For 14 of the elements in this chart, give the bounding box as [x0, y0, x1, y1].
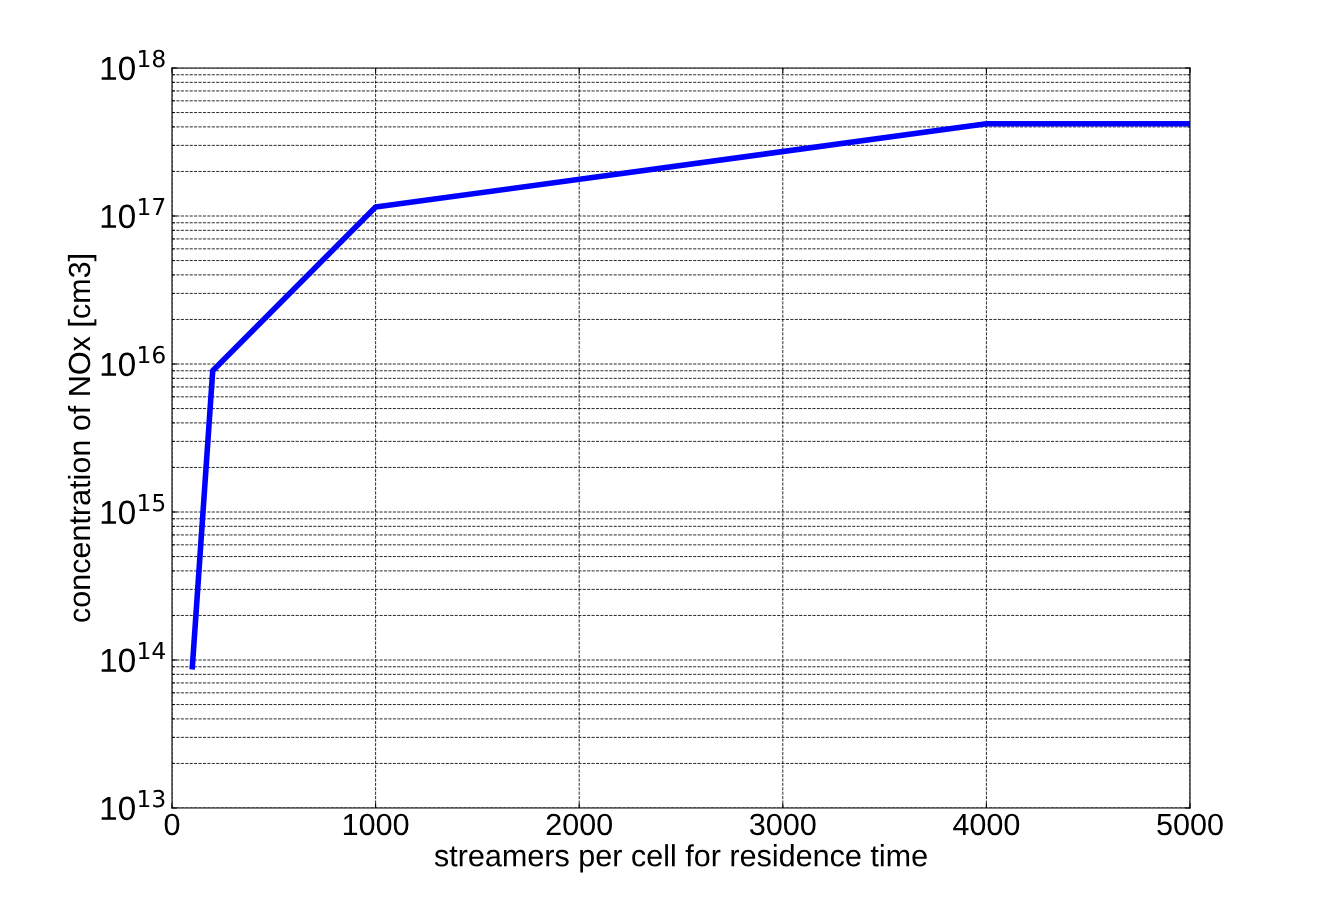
y-tick-label: 10$^{14}$ [101, 642, 165, 673]
x-tick-label: 3000 [749, 813, 816, 836]
x-tick-label: 0 [164, 813, 180, 836]
y-tick-label: 10$^{15}$ [101, 494, 165, 525]
x-tick-label: 5000 [1157, 813, 1223, 836]
y-tick-label: 10$^{16}$ [101, 345, 165, 377]
x-axis-title: streamers per cell for residence time [434, 844, 927, 873]
x-tick-label: 2000 [546, 813, 612, 836]
y-tick-label: 10$^{17}$ [101, 198, 165, 229]
y-tick-label: 10$^{13}$ [101, 789, 165, 821]
x-tick-label: 1000 [343, 813, 409, 836]
y-axis-title: concentration of NOx [cm3] [67, 255, 97, 622]
x-tick-label: 4000 [953, 813, 1020, 836]
y-tick-label: 10$^{18}$ [101, 49, 165, 81]
